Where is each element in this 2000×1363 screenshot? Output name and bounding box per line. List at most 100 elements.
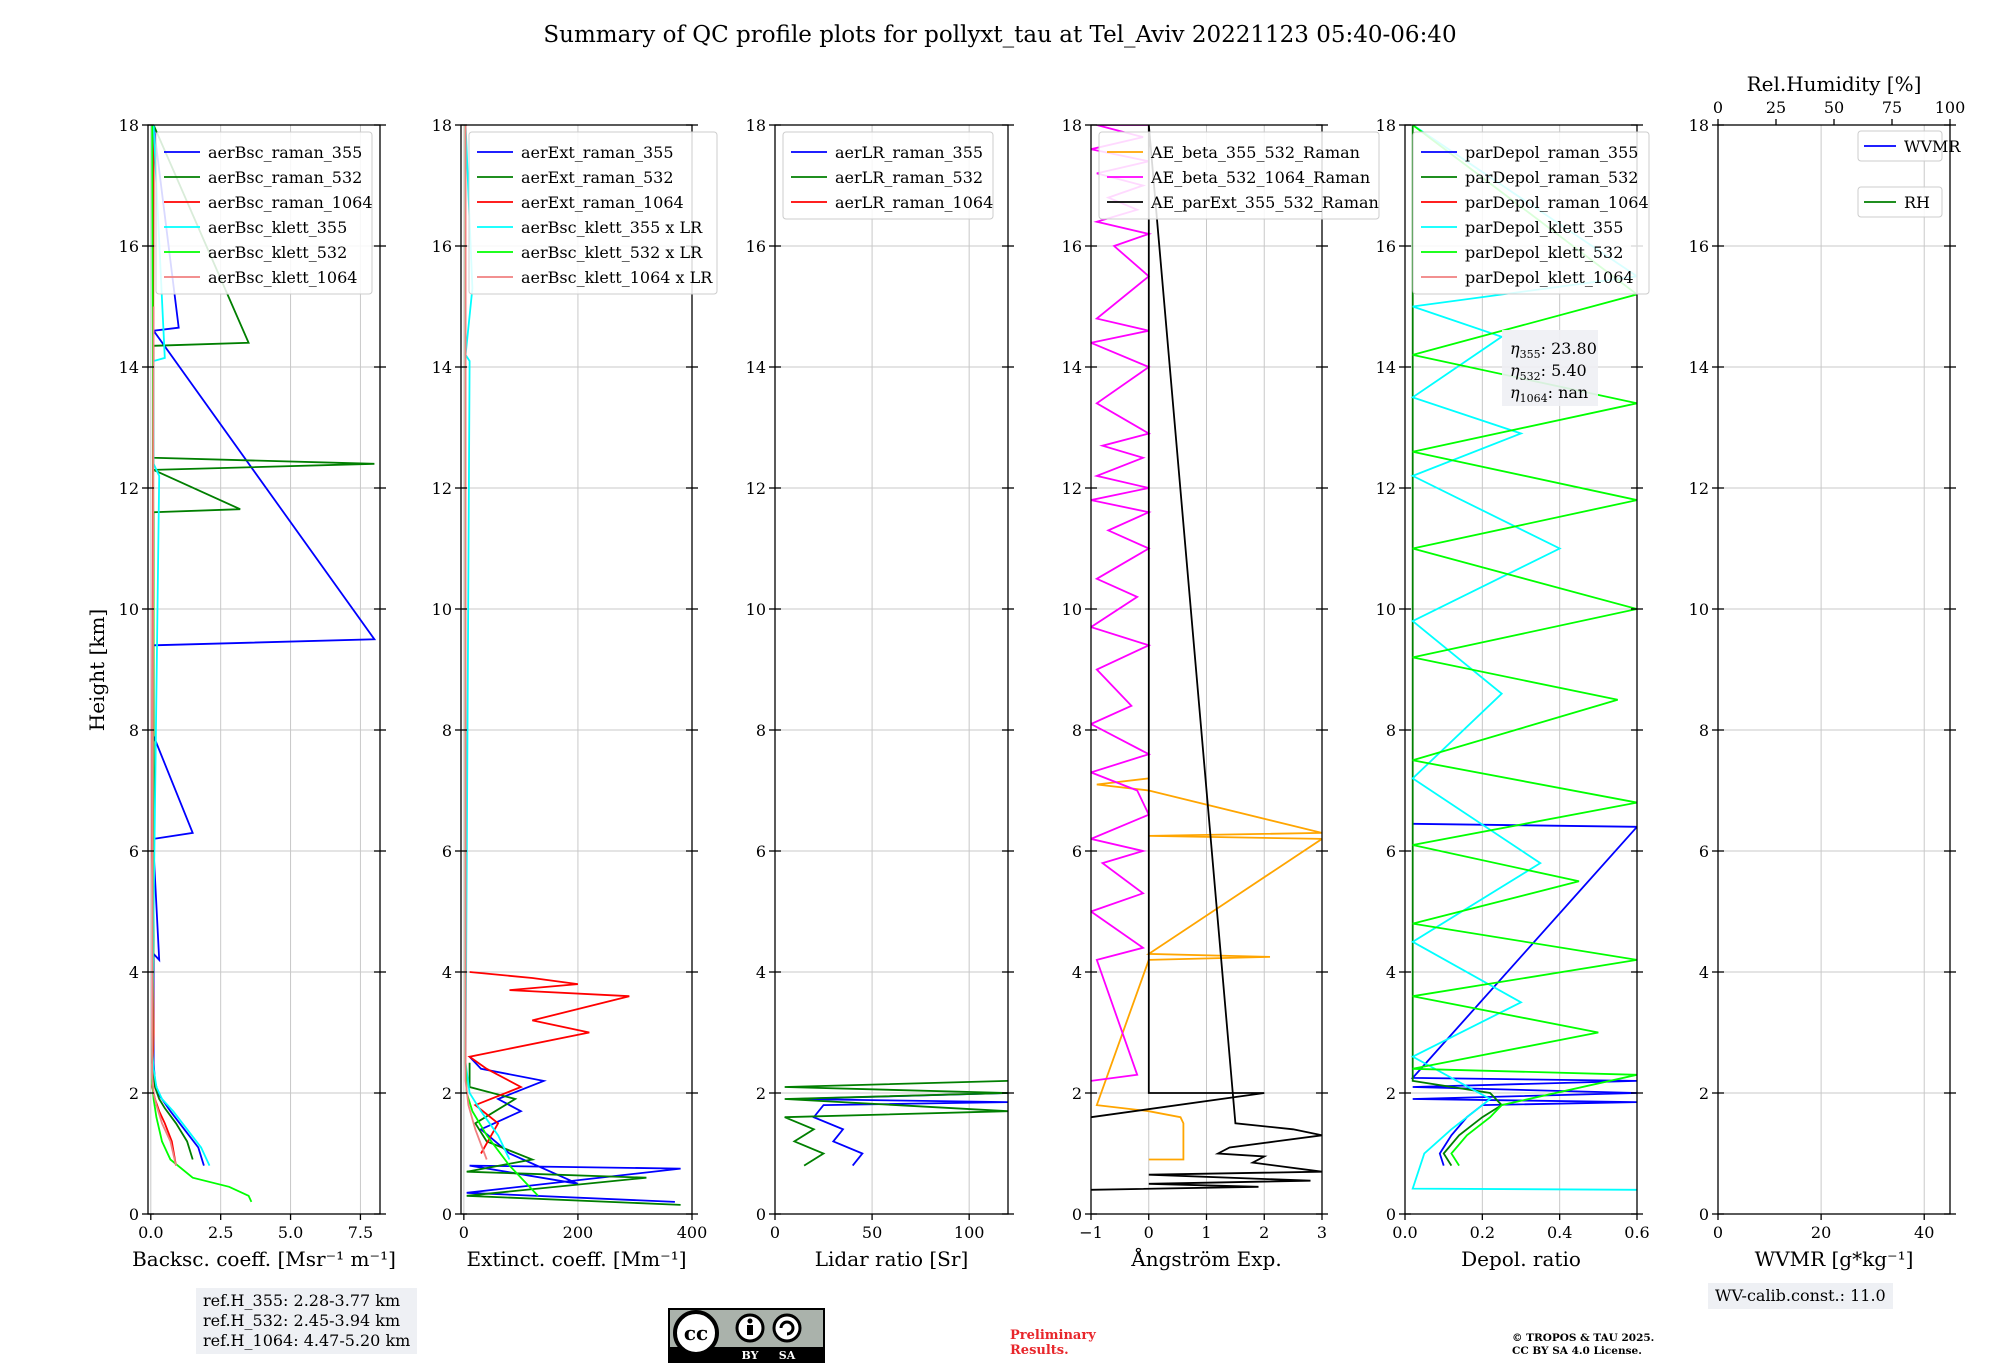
legend-label: WVMR <box>1904 137 1961 156</box>
y-tick-label: 18 <box>119 116 139 135</box>
legend-box <box>1412 131 1650 295</box>
ref-height-355: ref.H_355: 2.28-3.77 km <box>203 1291 401 1310</box>
legend-box <box>1857 186 1943 218</box>
x-axis-label: WVMR [g*kg⁻¹] <box>1755 1247 1914 1271</box>
x-axis-label: Backsc. coeff. [Msr⁻¹ m⁻¹] <box>132 1247 396 1271</box>
preliminary-note: Preliminary Results. <box>1010 1328 1096 1358</box>
top-x-tick-label: 75 <box>1882 98 1902 117</box>
y-tick-label: 14 <box>432 358 452 377</box>
y-tick-label: 16 <box>1689 237 1709 256</box>
y-tick-label: 16 <box>1376 237 1396 256</box>
x-tick-label: 40 <box>1914 1223 1934 1242</box>
legend-label: aerBsc_klett_1064 x LR <box>521 268 713 287</box>
legend-label: aerLR_raman_532 <box>835 168 983 187</box>
y-tick-label: 8 <box>129 721 139 740</box>
eta-label-355: η355: 23.80 <box>1510 339 1597 361</box>
legend-label: parDepol_klett_1064 <box>1465 268 1634 287</box>
y-tick-label: 0 <box>756 1205 766 1224</box>
y-tick-label: 12 <box>119 479 139 498</box>
series-group <box>151 125 377 1203</box>
legend-label: aerBsc_klett_532 <box>208 243 347 262</box>
legend-label: AE_parExt_355_532_Raman <box>1150 193 1379 212</box>
y-tick-label: 4 <box>1386 963 1396 982</box>
y-tick-label: 6 <box>442 842 452 861</box>
legend-label: aerBsc_klett_532 x LR <box>521 243 703 262</box>
cc-sa-label: SA <box>779 1349 796 1362</box>
series-line-AE_beta_532_1064_Raman <box>1091 125 1153 1082</box>
series-line-aerBsc_klett_1064 <box>151 306 177 1166</box>
y-tick-label: 4 <box>1699 963 1709 982</box>
x-tick-label: 0 <box>1144 1223 1154 1242</box>
y-tick-label: 16 <box>119 237 139 256</box>
svg-text:cc: cc <box>684 1321 708 1345</box>
y-tick-label: 16 <box>1062 237 1082 256</box>
copyright-line-1: © TROPOS & TAU 2025. <box>1512 1332 1655 1344</box>
legend-label: aerBsc_raman_355 <box>208 143 362 162</box>
wv-calib-box: WV-calib.const.: 11.0 <box>1708 1283 1893 1309</box>
series-group <box>1410 125 1637 1191</box>
y-tick-label: 6 <box>756 842 766 861</box>
y-tick-label: 2 <box>442 1084 452 1103</box>
y-tick-label: 8 <box>1699 721 1709 740</box>
legend-label: aerBsc_klett_355 x LR <box>521 218 703 237</box>
y-tick-label: 4 <box>129 963 139 982</box>
y-tick-label: 14 <box>1689 358 1709 377</box>
legend-box <box>1857 130 1943 162</box>
series-line-AE_parExt_355_532_Raman <box>1091 125 1322 1191</box>
legend-label: AE_beta_355_532_Raman <box>1150 143 1360 162</box>
top-x-tick-label: 25 <box>1766 98 1786 117</box>
y-tick-label: 6 <box>1072 842 1082 861</box>
y-tick-label: 2 <box>1072 1084 1082 1103</box>
x-tick-label: 0.0 <box>1392 1223 1417 1242</box>
x-tick-label: 0.2 <box>1470 1223 1495 1242</box>
x-tick-label: 50 <box>862 1223 882 1242</box>
preliminary-line-2: Results. <box>1010 1343 1069 1358</box>
x-tick-label: 2.5 <box>208 1223 233 1242</box>
y-tick-label: 14 <box>746 358 766 377</box>
axes-frame <box>1717 124 1951 1215</box>
figure-title: Summary of QC profile plots for pollyxt_… <box>543 22 1457 48</box>
series-line-aerBsc_klett_1064 x LR <box>464 125 488 1160</box>
series-group <box>464 125 681 1206</box>
x-axis-label: Extinct. coeff. [Mm⁻¹] <box>466 1247 686 1271</box>
panel-extinction: 0 2 4 6 8 10 12 14 16 18 0 200 400 Extinct. coeff. [M… <box>432 116 718 1271</box>
legend-label: aerBsc_klett_355 <box>208 218 347 237</box>
x-tick-label: 1 <box>1201 1223 1211 1242</box>
series-line-parDepol_klett_355 <box>1410 125 1637 1191</box>
ref-height-532: ref.H_532: 2.45-3.94 km <box>203 1311 401 1330</box>
legend-label: parDepol_klett_355 <box>1465 218 1623 237</box>
y-tick-label: 0 <box>442 1205 452 1224</box>
y-axis-label: Height [km] <box>85 609 109 731</box>
y-tick-label: 0 <box>1072 1205 1082 1224</box>
series-line-aerLR_raman_355 <box>794 1092 1008 1167</box>
cc-icon <box>673 1310 719 1356</box>
legend-label: aerLR_raman_355 <box>835 143 983 162</box>
legend: AE_beta_355_532_Raman AE_beta_532_1064_Ra… <box>1098 131 1380 220</box>
y-tick-label: 12 <box>432 479 452 498</box>
panel-depol: 0 2 4 6 8 10 12 14 16 18 0.0 0.2 0.4 0.6 Depol. ratio p… <box>1376 116 1650 1271</box>
legend: parDepol_raman_355 parDepol_raman_532 parD… <box>1412 131 1650 295</box>
panel-lidar_ratio: 0 2 4 6 8 10 12 14 16 18 0 50 100 Lidar ratio [Sr] aer… <box>746 116 1014 1271</box>
panel-backscatter: 0 2 4 6 8 10 12 14 16 18 0.0 2.5 5.0 7.5 Backsc. coeff… <box>119 116 396 1271</box>
x-tick-label: 100 <box>954 1223 985 1242</box>
y-tick-label: 10 <box>1062 600 1082 619</box>
y-tick-label: 8 <box>442 721 452 740</box>
y-tick-label: 4 <box>442 963 452 982</box>
top-x-tick-label: 100 <box>1935 98 1966 117</box>
series-line-aerBsc_raman_355 <box>151 125 377 1166</box>
axes-frame <box>1404 124 1638 1215</box>
y-tick-label: 10 <box>1689 600 1709 619</box>
y-tick-label: 18 <box>1376 116 1396 135</box>
y-tick-label: 18 <box>432 116 452 135</box>
top-x-tick-label: 0 <box>1713 98 1723 117</box>
x-tick-label: 0.4 <box>1547 1223 1572 1242</box>
preliminary-line-1: Preliminary <box>1010 1328 1096 1343</box>
legend-box <box>782 131 994 220</box>
x-tick-label: 2 <box>1259 1223 1269 1242</box>
y-tick-label: 2 <box>1699 1084 1709 1103</box>
series-line-parDepol_raman_355 <box>1410 822 1637 1166</box>
